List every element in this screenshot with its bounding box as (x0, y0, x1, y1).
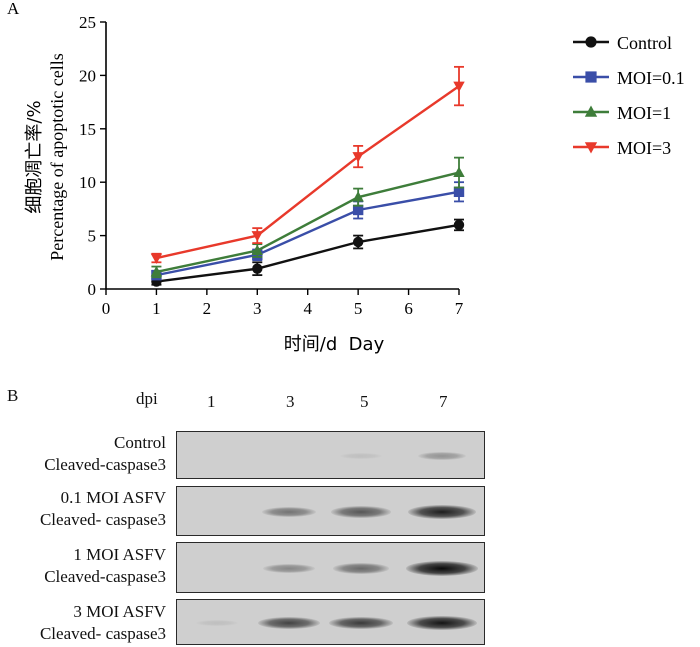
blot-band (263, 563, 315, 574)
series-line (156, 171, 460, 274)
legend-marker (584, 105, 598, 117)
blot-band (406, 615, 478, 631)
legend-label: Control (617, 33, 672, 53)
row-label-line2: Cleaved- caspase3 (39, 624, 166, 643)
lane-label-5: 5 (360, 392, 369, 411)
legend-entry: Control (573, 33, 672, 53)
x-tick-label: 2 (203, 299, 212, 318)
apoptosis-line-chart: A 0 1 2 3 4 5 6 7 0 5 10 15 20 25 Control MOI=0.1 MOI=1… (7, 0, 685, 355)
legend-marker (584, 142, 598, 154)
blot-band (407, 504, 477, 519)
blot-band (261, 506, 317, 517)
data-point (352, 191, 364, 202)
data-point (252, 263, 263, 274)
data-point (352, 236, 364, 248)
row-label-line2: Cleaved- caspase3 (39, 510, 166, 529)
panel-a-label: A (7, 0, 20, 18)
blot-row-label-control: Control Cleaved-caspase3 (44, 432, 166, 476)
blot-band (340, 452, 382, 460)
lane-label-1: 1 (207, 392, 216, 411)
legend-label: MOI=1 (617, 103, 671, 123)
blot-band (406, 560, 478, 576)
y-tick-label: 15 (79, 120, 96, 139)
blot-band (196, 619, 238, 627)
blot-band (417, 451, 467, 461)
series-line (156, 190, 460, 277)
x-tick-label: 0 (102, 299, 111, 318)
series-line (156, 223, 460, 283)
row-label-line2: Cleaved-caspase3 (44, 567, 166, 586)
x-tick-label: 5 (354, 299, 363, 318)
legend-entry: MOI=3 (573, 138, 671, 158)
legend-marker (585, 36, 597, 48)
x-tick-label: 1 (152, 299, 161, 318)
blot-strip-control (176, 431, 485, 479)
data-point (453, 81, 465, 93)
blot-strip-moi-0-1 (176, 486, 485, 536)
y-tick-label: 0 (88, 280, 97, 299)
y-tick-label: 5 (88, 227, 97, 246)
data-point (453, 219, 465, 231)
x-axis-label: 时间/d Day (284, 334, 385, 355)
panel-b-label: B (7, 386, 19, 405)
blot-row-label-moi-3: 3 MOI ASFV Cleaved- caspase3 (40, 601, 166, 645)
row-label-line1: Control (114, 433, 166, 452)
blot-band (257, 616, 321, 630)
blot-strip-moi-1 (176, 542, 485, 593)
row-label-line1: 1 MOI ASFV (73, 545, 166, 564)
legend-entry: MOI=1 (573, 103, 671, 123)
data-point (251, 244, 264, 255)
data-point (150, 265, 163, 277)
y-tick-label: 10 (79, 173, 96, 192)
data-point (150, 253, 163, 265)
y-tick-label: 20 (79, 66, 96, 85)
blot-strip-moi-3 (176, 599, 485, 645)
data-point (453, 166, 465, 178)
x-tick-label: 3 (253, 299, 262, 318)
x-tick-label: 7 (455, 299, 464, 318)
legend-label: MOI=3 (617, 138, 671, 158)
data-point (453, 186, 465, 198)
lane-label-3: 3 (286, 392, 295, 411)
row-label-line1: 3 MOI ASFV (73, 602, 166, 621)
row-label-line1: 0.1 MOI ASFV (60, 488, 166, 507)
data-point (251, 231, 264, 242)
blot-band (329, 616, 393, 630)
data-point (352, 152, 364, 163)
row-label-line2: Cleaved-caspase3 (44, 455, 166, 474)
chart-ticks: 0 1 2 3 4 5 6 7 0 5 10 15 20 25 (79, 13, 464, 318)
y-axis-label-en: Percentage of apoptotic cells (47, 53, 67, 260)
chart-axes (105, 22, 459, 290)
blot-row-label-moi-0-1: 0.1 MOI ASFV Cleaved- caspase3 (40, 487, 166, 531)
chart-series (150, 65, 465, 287)
chart-legend: Control MOI=0.1 MOI=1 MOI=3 (573, 33, 685, 158)
x-tick-label: 4 (303, 299, 312, 318)
legend-entry: MOI=0.1 (573, 68, 685, 88)
y-axis-label-cn: 细胞凋亡率/% (24, 100, 45, 213)
series-control (151, 218, 465, 287)
lane-label-7: 7 (439, 392, 448, 411)
x-tick-label: 6 (404, 299, 413, 318)
blot-row-label-moi-1: 1 MOI ASFV Cleaved-caspase3 (44, 544, 166, 588)
blot-band (331, 506, 391, 518)
y-tick-label: 25 (79, 13, 96, 32)
blot-band (333, 563, 389, 574)
data-point (352, 204, 364, 216)
series-moi-1 (150, 156, 465, 279)
series-moi-3 (150, 65, 465, 265)
legend-label: MOI=0.1 (617, 68, 685, 88)
lane-header-dpi: dpi (136, 389, 158, 408)
series-line (156, 85, 460, 260)
legend-marker (585, 71, 597, 83)
